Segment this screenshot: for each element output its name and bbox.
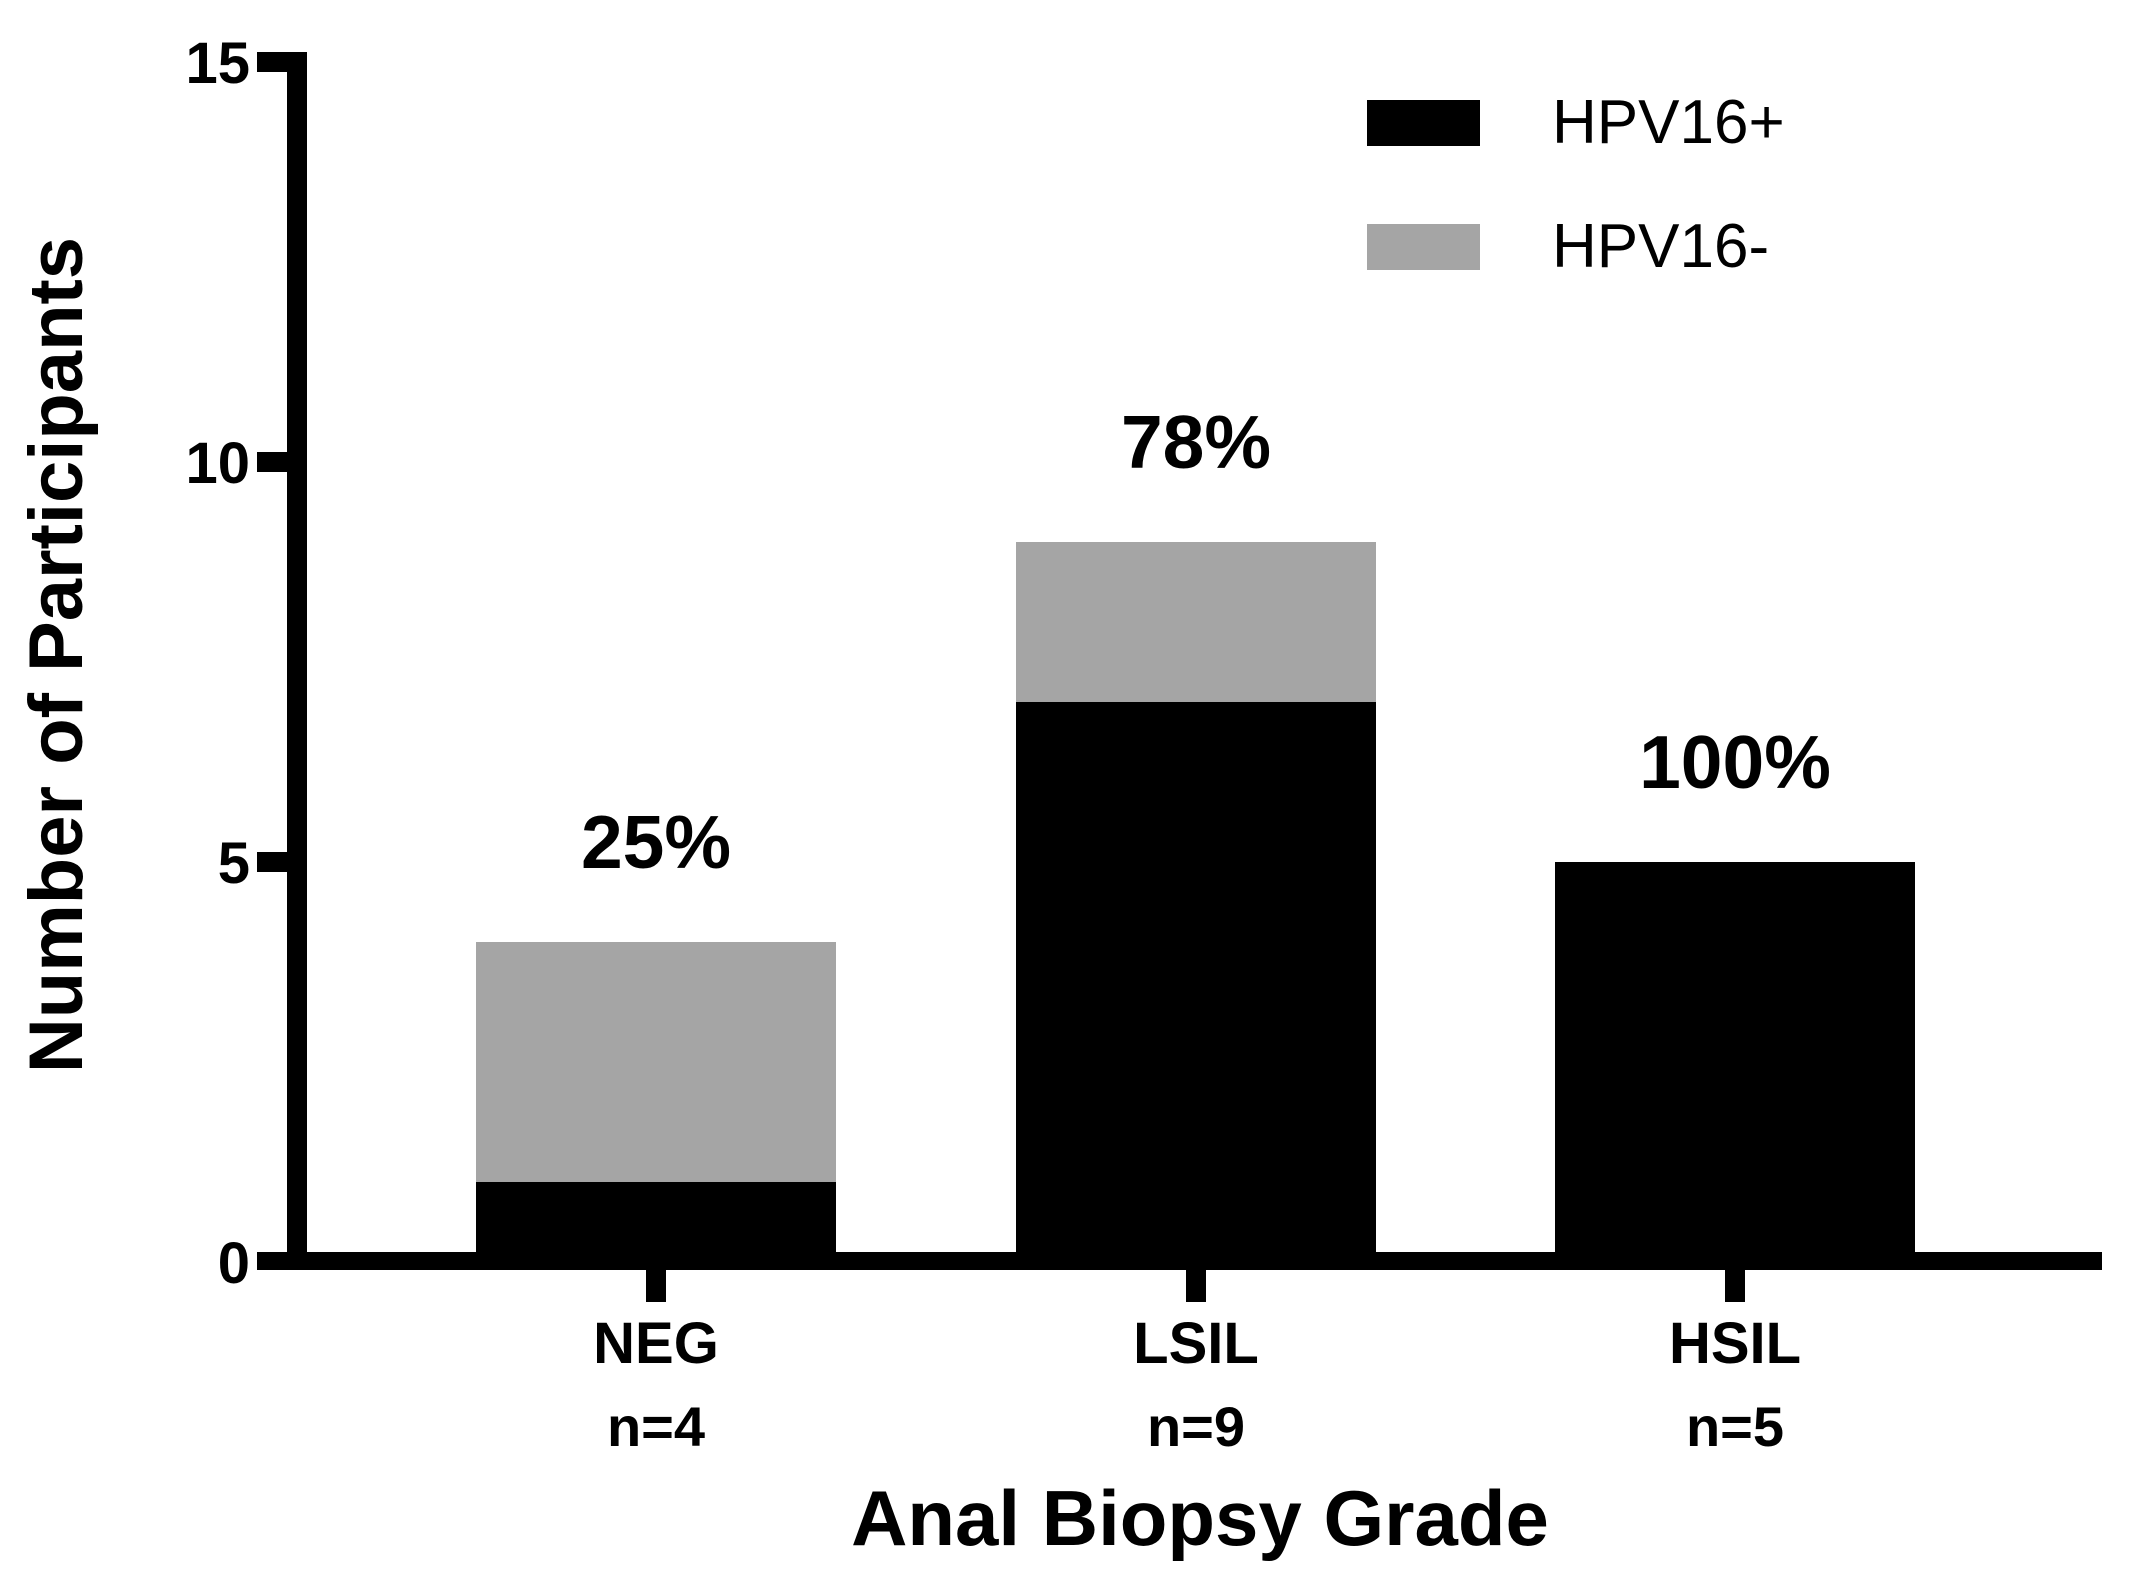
legend-row-hpv16-positive: HPV16+ <box>1367 86 1785 160</box>
y-axis-line <box>287 52 307 1270</box>
legend-swatch-hpv16-positive <box>1367 100 1480 146</box>
legend-label-hpv16-negative: HPV16- <box>1552 212 1770 281</box>
x-axis-title: Anal Biopsy Grade <box>851 1474 1549 1562</box>
legend: HPV16+ HPV16- <box>1367 86 1785 334</box>
y-tick-label: 0 <box>217 1231 250 1296</box>
bar-percent-label: 25% <box>580 800 732 884</box>
y-tick <box>257 452 287 472</box>
category-label-block: LSIL n=9 <box>976 1312 1416 1458</box>
category-label: HSIL <box>1668 1311 1802 1376</box>
category-label-block: HSIL n=5 <box>1515 1312 1955 1458</box>
y-tick-label: 10 <box>185 431 250 496</box>
y-tick-label: 5 <box>217 831 250 896</box>
bar-segment-hsil-hpv16-positive <box>1555 862 1915 1252</box>
x-tick <box>1186 1270 1206 1302</box>
legend-row-hpv16-negative: HPV16- <box>1367 210 1785 284</box>
legend-label-hpv16-positive: HPV16+ <box>1552 88 1785 157</box>
y-tick-label: 15 <box>185 31 250 96</box>
x-axis-line <box>257 1252 2102 1270</box>
category-sublabel: n=4 <box>606 1395 706 1458</box>
y-tick <box>257 52 287 72</box>
bar-segment-lsil-hpv16-positive <box>1016 702 1376 1252</box>
y-tick <box>257 852 287 872</box>
category-label-block: NEG n=4 <box>436 1312 876 1458</box>
category-sublabel: n=9 <box>1146 1395 1246 1458</box>
x-tick <box>646 1270 666 1302</box>
legend-swatch-hpv16-negative <box>1367 224 1480 270</box>
category-sublabel: n=5 <box>1685 1395 1785 1458</box>
bar-segment-neg-hpv16-positive <box>476 1182 836 1252</box>
category-label: LSIL <box>1133 1311 1259 1376</box>
bar-segment-lsil-hpv16-negative <box>1016 542 1376 702</box>
bar-segment-neg-hpv16-negative <box>476 942 836 1182</box>
bar-percent-label: 78% <box>1120 400 1272 484</box>
bar-percent-label: 100% <box>1639 720 1831 804</box>
x-tick <box>1725 1270 1745 1302</box>
category-label: NEG <box>593 1311 719 1376</box>
